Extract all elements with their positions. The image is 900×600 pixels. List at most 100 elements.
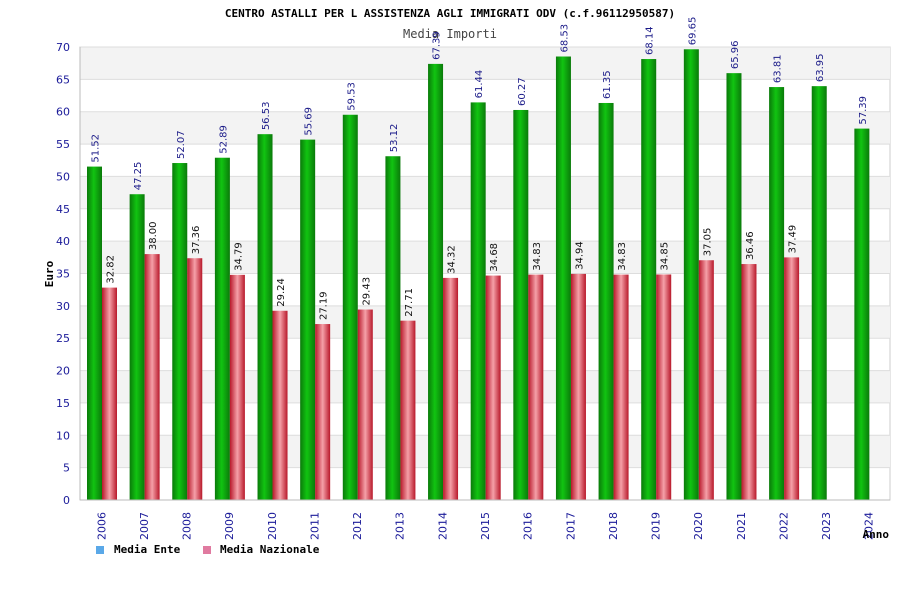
x-tick-label: 2017 <box>564 512 577 540</box>
data-label-media-nazionale: 34.83 <box>617 242 628 271</box>
data-label-media-nazionale: 34.85 <box>660 242 671 271</box>
data-label-media-nazionale: 38.00 <box>148 221 159 250</box>
data-label-media-ente: 63.95 <box>815 54 826 83</box>
data-label-media-nazionale: 36.46 <box>745 231 756 260</box>
x-tick-label: 2007 <box>138 512 151 540</box>
bar-media-ente <box>726 73 742 501</box>
x-tick-label: 2006 <box>95 512 108 540</box>
data-label-media-ente: 52.07 <box>176 130 187 159</box>
bar-media-nazionale <box>144 254 160 500</box>
y-tick-label: 0 <box>63 494 70 507</box>
data-label-media-ente: 69.65 <box>687 17 698 46</box>
x-tick-label: 2022 <box>777 512 790 540</box>
y-tick-label: 65 <box>56 73 70 86</box>
bar-media-ente <box>428 63 444 500</box>
bar-media-ente <box>470 102 486 500</box>
data-label-media-ente: 63.81 <box>773 54 784 83</box>
bar-media-ente <box>257 134 273 500</box>
data-label-media-nazionale: 34.68 <box>489 243 500 272</box>
data-label-media-ente: 60.27 <box>517 77 528 106</box>
bar-media-nazionale <box>102 287 117 500</box>
x-tick-label: 2014 <box>436 512 449 540</box>
bar-media-ente <box>555 56 571 500</box>
x-tick-label: 2012 <box>351 512 364 540</box>
bar-media-ente <box>385 156 401 500</box>
bar-media-ente <box>172 163 188 500</box>
data-label-media-nazionale: 34.32 <box>447 245 458 274</box>
data-label-media-ente: 47.25 <box>133 162 144 191</box>
data-label-media-ente: 61.44 <box>474 70 485 99</box>
bar-media-ente <box>641 59 657 500</box>
data-label-media-nazionale: 34.83 <box>532 242 543 271</box>
bar-media-nazionale <box>741 264 757 500</box>
bar-media-ente <box>769 87 785 501</box>
x-tick-label: 2009 <box>223 512 236 540</box>
data-label-media-ente: 55.69 <box>304 107 315 136</box>
bar-media-nazionale <box>698 260 714 500</box>
bar-media-ente <box>214 157 230 500</box>
bar-media-nazionale <box>357 309 373 500</box>
plot-area: 0 5 10 15 20 25 30 35 40 45 50 55 60 65 70 51.52 32.82 20… <box>56 17 891 540</box>
data-label-media-nazionale: 29.24 <box>276 278 287 307</box>
data-label-media-nazionale: 37.36 <box>191 226 202 255</box>
data-label-media-nazionale: 29.43 <box>361 277 372 306</box>
data-label-media-nazionale: 37.05 <box>702 228 713 257</box>
data-label-media-nazionale: 27.71 <box>404 288 415 317</box>
y-tick-label: 35 <box>56 268 70 281</box>
bar-media-nazionale <box>229 274 245 500</box>
x-tick-label: 2011 <box>308 512 321 540</box>
bar-media-ente <box>300 139 316 500</box>
legend-swatch-nazionale <box>203 546 211 554</box>
x-tick-label: 2019 <box>650 512 663 540</box>
bar-media-ente <box>129 194 145 500</box>
x-tick-label: 2021 <box>735 512 748 540</box>
data-label-media-ente: 51.52 <box>91 134 102 163</box>
bar-media-nazionale <box>485 275 501 500</box>
bar-media-nazionale <box>613 274 629 500</box>
bar-media-ente <box>513 109 529 500</box>
bar-media-nazionale <box>187 258 203 500</box>
x-axis-label: Anno <box>863 528 890 541</box>
bar-media-ente <box>87 166 102 501</box>
y-tick-label: 60 <box>56 106 70 119</box>
x-tick-label: 2023 <box>820 512 833 540</box>
y-tick-label: 20 <box>56 365 70 378</box>
y-tick-label: 5 <box>63 462 70 475</box>
legend-swatch-ente <box>96 546 104 554</box>
data-label-media-ente: 68.14 <box>645 26 656 55</box>
y-tick-label: 40 <box>56 235 70 248</box>
data-label-media-ente: 67.39 <box>432 31 443 60</box>
x-tick-label: 2024 <box>863 512 876 540</box>
bar-media-ente <box>342 114 358 500</box>
bar-media-ente <box>683 49 699 500</box>
data-label-media-nazionale: 37.49 <box>788 225 799 254</box>
data-label-media-ente: 61.35 <box>602 70 613 99</box>
data-label-media-ente: 59.53 <box>346 82 357 111</box>
bar-media-nazionale <box>400 320 416 500</box>
y-tick-label: 15 <box>56 397 70 410</box>
bar-media-nazionale <box>656 274 672 500</box>
grid-band <box>80 47 890 80</box>
legend-label-nazionale: Media Nazionale <box>220 543 320 556</box>
y-tick-label: 25 <box>56 332 70 345</box>
y-tick-label: 30 <box>56 300 70 313</box>
y-tick-label: 70 <box>56 41 70 54</box>
bar-media-nazionale <box>784 257 800 500</box>
bar-media-nazionale <box>443 277 459 500</box>
data-label-media-ente: 56.53 <box>261 102 272 131</box>
legend: Media Ente Media Nazionale <box>96 543 320 556</box>
y-tick-label: 10 <box>56 429 70 442</box>
x-tick-label: 2010 <box>266 512 279 540</box>
data-label-media-nazionale: 27.19 <box>319 291 330 320</box>
legend-label-ente: Media Ente <box>114 543 181 556</box>
chart-subtitle: Media Importi <box>403 27 497 41</box>
bar-media-nazionale <box>272 310 288 500</box>
chart-title: CENTRO ASTALLI PER L ASSISTENZA AGLI IMM… <box>225 7 675 20</box>
bar-media-nazionale <box>315 324 331 500</box>
data-label-media-ente: 53.12 <box>389 124 400 153</box>
data-label-media-ente: 65.96 <box>730 41 741 70</box>
data-label-media-ente: 57.39 <box>858 96 869 125</box>
bar-media-ente <box>598 102 614 501</box>
x-tick-label: 2013 <box>394 512 407 540</box>
